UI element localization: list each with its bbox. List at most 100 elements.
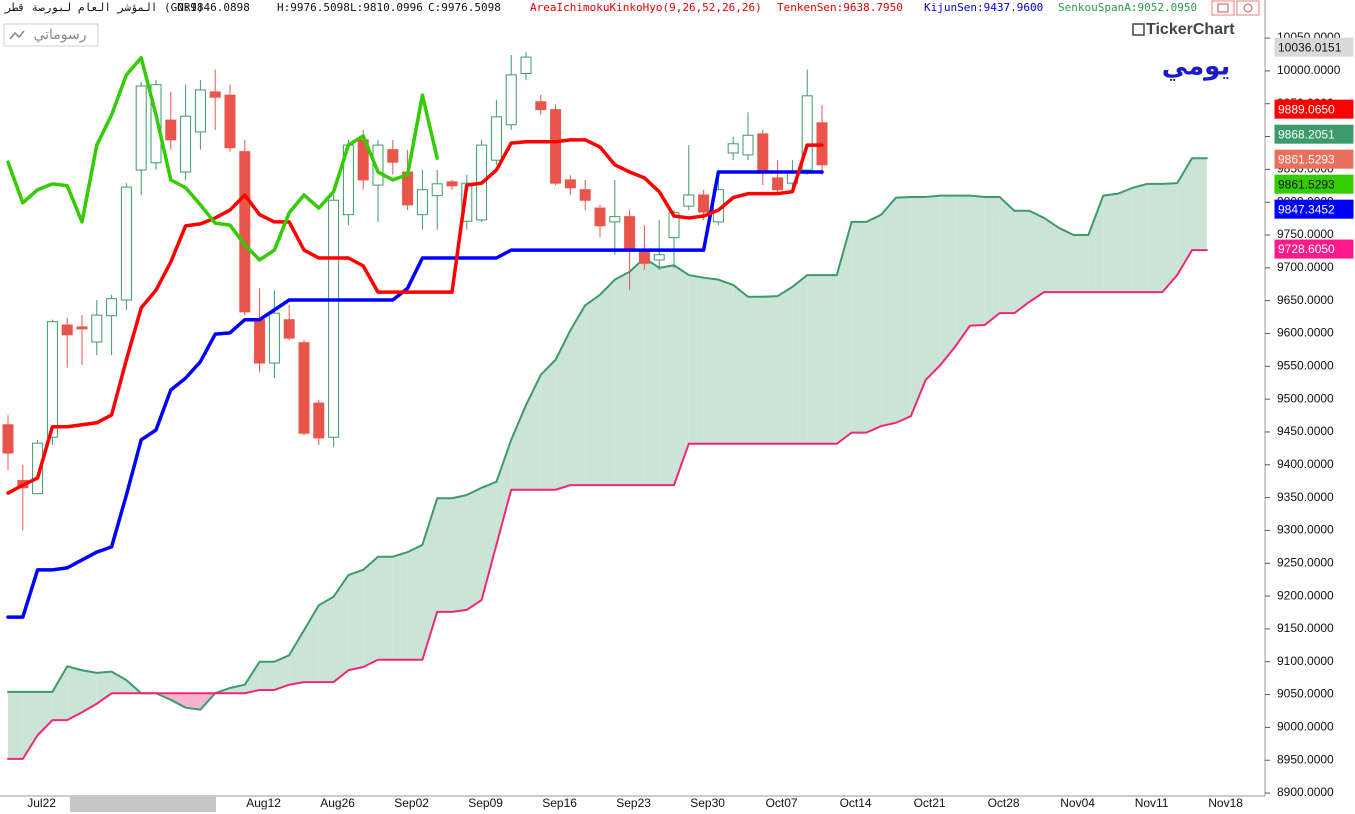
cloud-fill: [1147, 183, 1163, 293]
cloud-fill: [925, 195, 941, 381]
candle-body: [416, 189, 428, 216]
x-tick-label: Sep09: [468, 796, 503, 810]
y-tick-label: 9700.0000: [1277, 260, 1334, 274]
cloud-fill: [170, 693, 186, 708]
y-tick-label: 10000.0000: [1277, 63, 1341, 77]
candle-body: [313, 402, 325, 439]
candle-body: [91, 314, 103, 343]
watermark-icon: [1132, 23, 1145, 36]
close-value: C:9976.5098: [428, 1, 501, 14]
drawings-button[interactable]: رسوماتي: [3, 23, 99, 47]
candle-body: [520, 56, 532, 75]
candle-body: [298, 342, 310, 434]
maximize-button[interactable]: [1211, 0, 1235, 16]
cloud-fill: [363, 556, 378, 667]
settings-button[interactable]: [1236, 0, 1260, 16]
candle-body: [431, 183, 443, 197]
cloud-fill: [1162, 183, 1178, 293]
candle-body: [61, 324, 73, 336]
cloud-fill: [703, 277, 719, 444]
cloud-fill: [674, 265, 689, 486]
candle-body: [535, 101, 547, 111]
cloud-fill: [1014, 210, 1030, 314]
cloud-fill: [318, 596, 334, 683]
cloud-fill: [8, 691, 23, 759]
candle-body: [461, 182, 473, 222]
drawings-icon: [9, 30, 25, 40]
cloud-fill: [481, 481, 497, 601]
x-tick-label: Oct07: [766, 796, 798, 810]
candle-body: [698, 194, 710, 213]
candle-body: [268, 312, 280, 364]
candle-body: [150, 84, 162, 164]
x-tick-label: Nov04: [1060, 796, 1095, 810]
span-b-line: [7, 249, 1208, 760]
candle-body: [46, 321, 58, 438]
indicator-line: [6, 138, 824, 495]
candle-body: [239, 151, 251, 313]
candle-body: [683, 194, 695, 207]
cloud-fill: [422, 498, 438, 660]
cloud-fill: [111, 671, 127, 694]
cloud-fill: [585, 294, 600, 486]
cloud-fill: [984, 196, 1000, 325]
cloud-fill: [67, 666, 82, 721]
cloud-fill: [82, 670, 97, 713]
cloud-fill: [348, 569, 364, 671]
cloud-fill: [437, 498, 452, 612]
price-tag-label: 9847.3452: [1278, 202, 1335, 216]
cloud-fill: [52, 666, 68, 721]
candle-body: [505, 74, 517, 126]
cloud-fill: [244, 661, 260, 694]
candle-body: [283, 319, 295, 339]
price-tag-label: 9861.5293: [1278, 177, 1335, 191]
candle-body: [387, 149, 399, 163]
candle-body: [550, 109, 562, 184]
tenken-value: TenkenSen:9638.7950: [777, 1, 903, 14]
candle-body: [32, 442, 44, 495]
cloud-fill: [333, 575, 349, 683]
scroll-thumb[interactable]: [70, 797, 216, 812]
cloud-fill: [792, 275, 808, 444]
candle-body: [579, 189, 591, 201]
y-tick-label: 9200.0000: [1277, 588, 1334, 602]
y-tick-label: 9400.0000: [1277, 457, 1334, 471]
cloud-fill: [407, 544, 423, 660]
y-tick-label: 8900.0000: [1277, 785, 1334, 799]
x-tick-label: Aug26: [320, 796, 355, 810]
cloud-fill: [688, 275, 704, 444]
cloud-fill: [807, 275, 822, 444]
y-tick-label: 9150.0000: [1277, 621, 1334, 635]
cloud-fill: [777, 286, 793, 444]
symbol: المؤشر العام لبورصة قطر (GNRI): [4, 1, 204, 14]
candle-body: [2, 424, 14, 454]
candle-body: [106, 298, 118, 317]
candle-body: [624, 216, 636, 251]
x-tick-label: Aug12: [246, 796, 281, 810]
cloud-fill: [1029, 210, 1044, 302]
cloud-fill: [22, 691, 38, 759]
x-tick-label: Jul22: [27, 796, 56, 810]
cloud-fill: [748, 296, 763, 444]
price-tag: [1274, 124, 1354, 144]
span-a-line: [7, 157, 1208, 711]
cloud-fill: [822, 275, 837, 444]
price-tag: [1274, 199, 1354, 219]
indicator-line: [6, 170, 824, 619]
candle-body: [653, 254, 665, 261]
cloud-fill: [37, 691, 53, 736]
cloud-fill: [1058, 227, 1074, 293]
cloud-fill: [1073, 235, 1089, 293]
candle-body: [328, 199, 340, 438]
price-tag: [1274, 239, 1354, 259]
cloud-fill: [378, 556, 393, 660]
price-tag-label: 9861.5293: [1278, 152, 1335, 166]
plot-area: [2, 51, 1208, 760]
low-value: L:9810.0996: [350, 1, 423, 14]
indicator-line: [6, 56, 439, 262]
y-tick-label: 9600.0000: [1277, 326, 1334, 340]
cloud-fill: [274, 655, 290, 690]
x-tick-label: Sep02: [394, 796, 429, 810]
y-tick-label: 9050.0000: [1277, 687, 1334, 701]
